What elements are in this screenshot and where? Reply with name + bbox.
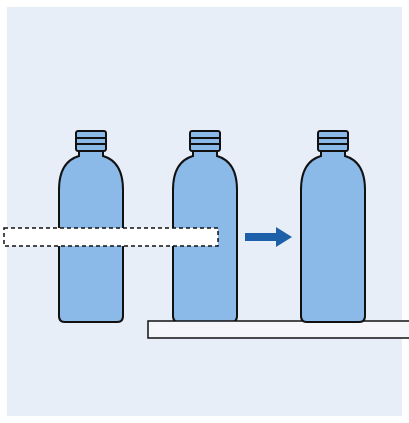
shelf [148,321,409,338]
cap [190,131,220,151]
illustration [0,0,409,423]
bottle-body [301,150,365,322]
cap [76,131,106,151]
cap [318,131,348,151]
arrow-shaft [245,233,277,241]
page [0,0,409,423]
dashed-band [4,228,218,246]
